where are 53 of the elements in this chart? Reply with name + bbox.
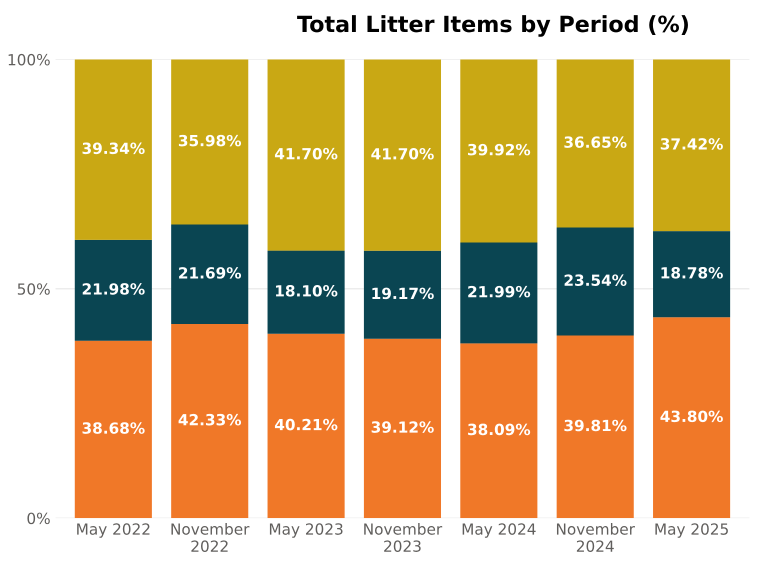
x-tick-label: May 2025: [655, 523, 728, 538]
data-label: 39.92%: [468, 144, 530, 156]
x-tick-label: May 2022: [77, 523, 150, 538]
bar: [268, 59, 345, 251]
y-tick-label: 100%: [8, 54, 50, 66]
bar: [171, 224, 248, 324]
bar: [556, 59, 634, 228]
bar: [653, 317, 730, 518]
bar: [364, 250, 442, 339]
x-tick-label: November 2022: [171, 523, 250, 552]
data-label: 21.69%: [179, 267, 242, 279]
x-tick-label: November 2023: [364, 523, 442, 552]
bar: [364, 338, 442, 518]
data-label: 38.09%: [468, 424, 530, 436]
data-label: 39.81%: [564, 420, 627, 432]
y-tick-label: 0%: [27, 512, 50, 524]
bar: [556, 336, 634, 518]
data-label: 21.99%: [468, 286, 530, 298]
data-label: 41.70%: [274, 148, 338, 160]
data-label: 19.17%: [372, 288, 434, 300]
data-label: 40.21%: [274, 418, 338, 430]
bar: [171, 59, 248, 224]
data-label: 18.78%: [661, 267, 723, 279]
bar: [653, 231, 730, 318]
bar: [268, 250, 345, 334]
bar: [171, 324, 248, 518]
bar: [460, 343, 538, 518]
data-label: 21.98%: [82, 283, 145, 295]
x-tick-label: May 2024: [462, 523, 536, 538]
bar: [653, 59, 730, 232]
data-label: 42.33%: [178, 414, 242, 426]
data-label: 18.10%: [276, 285, 338, 297]
data-label: 39.34%: [82, 142, 145, 154]
bar: [74, 59, 152, 240]
data-label: 39.12%: [372, 421, 434, 433]
x-tick-label: November 2024: [556, 523, 635, 552]
y-tick-label: 50%: [18, 283, 50, 295]
data-label: 43.80%: [660, 410, 723, 422]
bar: [556, 228, 634, 336]
bar: [460, 59, 538, 243]
bar: [364, 59, 442, 251]
data-label: 23.54%: [564, 274, 627, 286]
bar: [268, 334, 345, 518]
bar: [460, 242, 538, 344]
data-label: 36.65%: [564, 136, 627, 148]
data-label: 37.42%: [660, 138, 723, 150]
bar: [74, 340, 152, 518]
bar: [74, 240, 152, 341]
data-label: 38.68%: [82, 422, 145, 434]
x-tick-label: May 2023: [270, 523, 343, 538]
chart-title: Total Litter Items by Period (%): [297, 15, 688, 37]
data-label: 35.98%: [178, 134, 242, 146]
data-label: 41.70%: [371, 148, 434, 160]
